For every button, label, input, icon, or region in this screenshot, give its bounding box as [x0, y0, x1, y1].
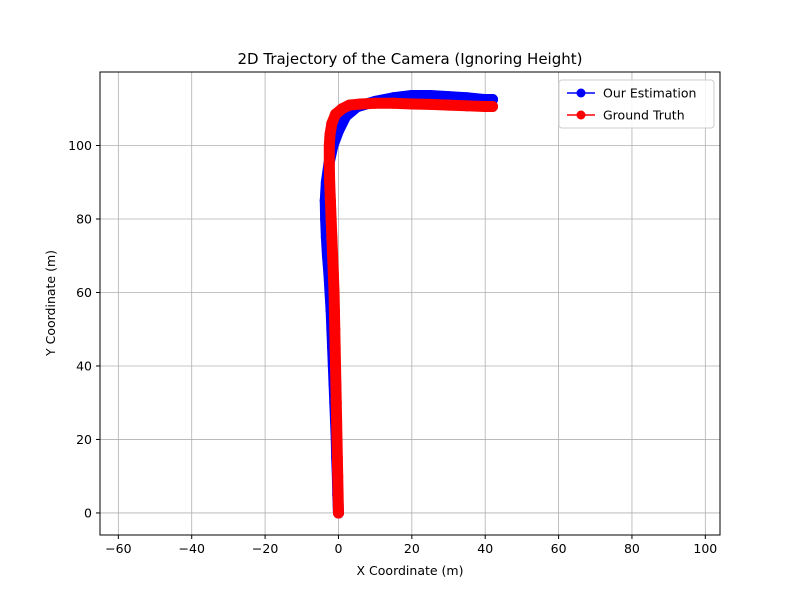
x-tick-label: 80: [624, 541, 640, 556]
legend-item: Ground Truth: [567, 108, 685, 123]
chart-title: 2D Trajectory of the Camera (Ignoring He…: [238, 50, 583, 68]
legend: Our Estimation Ground Truth: [558, 79, 715, 129]
axes-layer: −60 −40 −20 0 20 40 60 80 100 0 20 40 60 80 100: [68, 71, 721, 556]
y-tick-label: 80: [76, 211, 92, 226]
plot-frame: [99, 71, 721, 536]
y-tick-label: 40: [76, 358, 92, 373]
legend-box: [558, 79, 715, 129]
y-tick-label: 60: [76, 285, 92, 300]
x-tick-label: 100: [693, 541, 717, 556]
series-ground-truth: [323, 97, 499, 519]
x-tick-label: 0: [334, 541, 342, 556]
x-tick-label: 60: [551, 541, 567, 556]
series-line: [328, 102, 493, 513]
y-tick-label: 100: [68, 138, 92, 153]
legend-label: Ground Truth: [603, 108, 685, 123]
y-tick-label: 20: [76, 432, 92, 447]
grid-layer: [100, 72, 720, 535]
x-tick-label: −20: [252, 541, 278, 556]
x-tick-label: 40: [477, 541, 493, 556]
x-axis-label: X Coordinate (m): [357, 563, 464, 578]
x-tick-label: −60: [105, 541, 131, 556]
legend-item: Our Estimation: [567, 86, 696, 101]
data-point: [487, 101, 499, 113]
legend-marker: [576, 88, 586, 98]
x-tick-label: 20: [404, 541, 420, 556]
series-layer: [319, 90, 499, 519]
legend-marker: [576, 110, 586, 120]
y-tick-label: 0: [84, 505, 92, 520]
x-tick-label: −40: [179, 541, 205, 556]
legend-label: Our Estimation: [603, 86, 696, 101]
data-point: [332, 507, 344, 519]
y-axis-label: Y Coordinate (m): [43, 250, 58, 357]
